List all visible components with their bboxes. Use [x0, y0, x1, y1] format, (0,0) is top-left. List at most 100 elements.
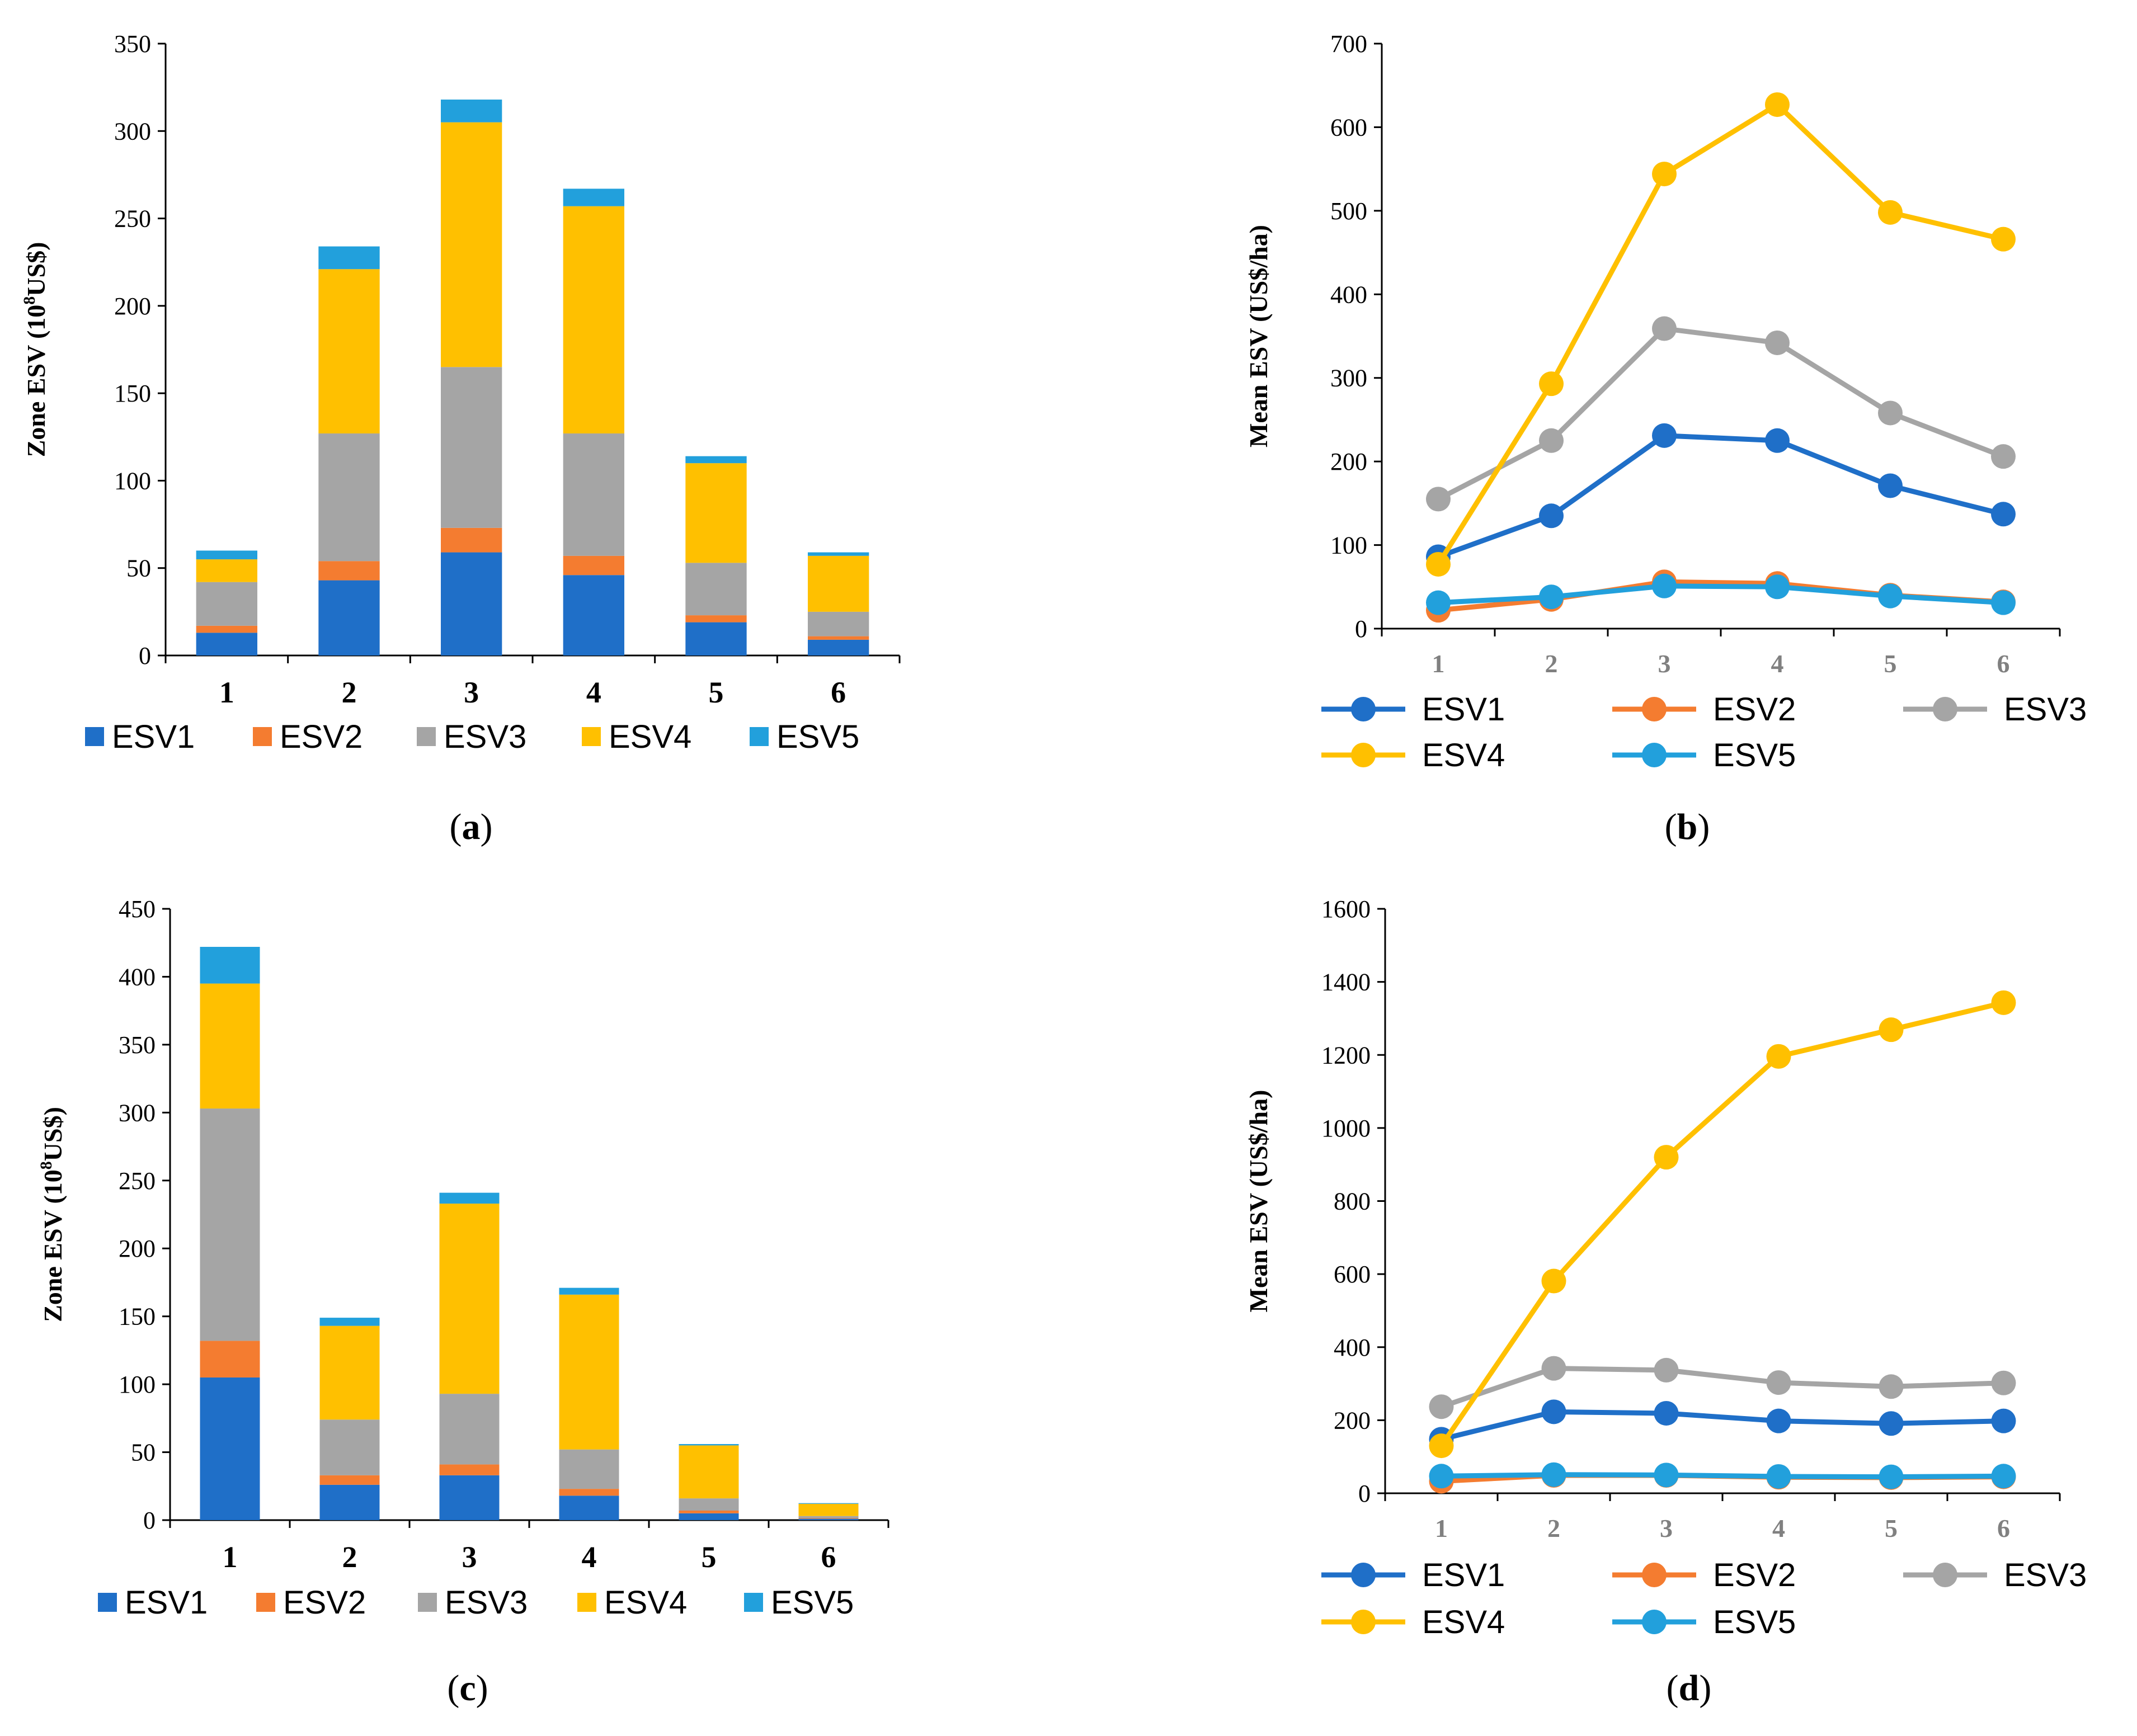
legend-swatch-esv1	[85, 727, 104, 746]
legend-swatch-esv2	[256, 1593, 275, 1612]
panel-caption: (d)	[1667, 1668, 1712, 1709]
point-esv1-4	[1765, 428, 1790, 453]
bar-esv5-6	[798, 1503, 859, 1504]
point-esv3-1	[1426, 487, 1451, 512]
bar-esv4-5	[685, 463, 747, 563]
point-esv3-2	[1539, 428, 1564, 453]
legend-swatch-esv2	[253, 727, 272, 746]
point-esv4-1	[1429, 1433, 1454, 1459]
legend-label-esv2: ESV2	[283, 1584, 366, 1621]
y-tick-label: 1000	[1321, 1115, 1371, 1142]
bar-esv1-3	[439, 1475, 500, 1520]
bar-esv3-2	[319, 1419, 380, 1475]
bar-esv3-4	[563, 433, 624, 556]
bar-esv1-3	[441, 552, 502, 655]
bar-esv1-5	[679, 1513, 739, 1520]
legend-label-esv3: ESV3	[445, 1584, 528, 1621]
legend-marker-esv5	[1642, 1610, 1667, 1634]
point-esv4-3	[1652, 162, 1677, 187]
point-esv1-2	[1541, 1399, 1566, 1424]
bar-esv1-6	[808, 639, 869, 655]
y-tick-label: 800	[1334, 1188, 1371, 1215]
line-esv4	[1439, 1000, 2004, 1447]
point-esv3-4	[1765, 330, 1790, 355]
bar-esv3-1	[200, 1108, 260, 1341]
legend-swatch-esv3	[418, 1593, 437, 1612]
y-tick-label: 350	[114, 30, 151, 58]
legend-marker-esv5	[1642, 743, 1667, 767]
bar-esv1-1	[196, 633, 257, 655]
bar-esv4-1	[200, 983, 260, 1109]
bar-esv4-4	[559, 1294, 619, 1450]
bar-esv2-2	[318, 561, 380, 581]
point-esv5-6	[1991, 1464, 2016, 1489]
bar-esv3-5	[685, 563, 747, 616]
legend-marker-esv3	[1933, 697, 1957, 721]
point-esv1-6	[1991, 1408, 2016, 1433]
y-tick-label: 0	[1355, 615, 1367, 643]
bar-esv3-2	[318, 433, 380, 562]
bar-esv3-6	[798, 1516, 859, 1518]
bar-esv2-5	[685, 615, 747, 622]
panel-caption: (c)	[447, 1668, 488, 1709]
x-tick-label: 5	[709, 676, 724, 709]
x-tick-label: 1	[223, 1540, 238, 1574]
x-tick-label: 3	[1658, 649, 1671, 678]
bar-esv1-1	[200, 1377, 260, 1520]
y-tick-label: 1600	[1321, 895, 1371, 923]
x-tick-label: 4	[582, 1540, 597, 1574]
x-tick-label: 6	[1997, 1514, 2010, 1542]
point-esv3-2	[1541, 1356, 1566, 1381]
point-esv4-3	[1654, 1145, 1679, 1170]
point-esv5-4	[1766, 1464, 1791, 1489]
bar-esv3-5	[679, 1498, 739, 1511]
y-tick-label: 300	[114, 117, 151, 145]
y-tick-label: 0	[139, 642, 151, 669]
bar-esv1-5	[685, 622, 747, 655]
point-esv4-4	[1765, 92, 1790, 117]
x-tick-label: 1	[1432, 649, 1445, 678]
legend-label-esv2: ESV2	[1713, 1557, 1796, 1593]
bar-esv2-5	[679, 1510, 739, 1513]
line-esv1	[1441, 1409, 2004, 1442]
x-tick-label: 3	[462, 1540, 477, 1574]
y-axis-title: Zone ESV (108US$)	[20, 242, 50, 457]
bar-esv5-3	[441, 100, 502, 122]
bar-esv4-5	[679, 1445, 739, 1499]
y-tick-label: 250	[119, 1167, 156, 1195]
point-esv3-3	[1652, 316, 1677, 341]
legend-label-esv4: ESV4	[1422, 737, 1505, 773]
bar-esv3-1	[196, 582, 257, 626]
bar-esv3-3	[439, 1394, 500, 1465]
x-tick-label: 6	[1997, 649, 2010, 678]
bar-esv4-2	[319, 1325, 380, 1420]
point-esv1-5	[1879, 1411, 1904, 1436]
bar-esv4-2	[318, 269, 380, 434]
legend-swatch-esv4	[582, 727, 601, 746]
y-tick-label: 200	[114, 293, 151, 320]
legend-label-esv4: ESV4	[1422, 1604, 1505, 1640]
point-esv4-5	[1879, 1017, 1904, 1042]
panel-b: 0 100 200 300 400 500 600 700 Mean ESV (US$/ha) 1…	[1244, 30, 2087, 847]
y-tick-label: 700	[1330, 30, 1367, 58]
legend-label-esv2: ESV2	[1713, 691, 1796, 728]
x-tick-label: 2	[342, 1540, 357, 1574]
x-tick-label: 2	[1547, 1514, 1560, 1542]
panel-d: 0 200 400 600 800 1000 1200 1400 1600 Mean ESV (U…	[1244, 895, 2087, 1709]
legend-label-esv5: ESV5	[776, 719, 859, 755]
point-esv1-3	[1652, 423, 1677, 448]
point-esv3-5	[1879, 1374, 1904, 1399]
line-esv3	[1437, 326, 2004, 502]
y-tick-label: 100	[114, 467, 151, 494]
legend-swatch-esv4	[577, 1593, 596, 1612]
legend-label-esv4: ESV4	[609, 719, 691, 755]
x-tick-label: 1	[219, 676, 234, 709]
legend-swatch-esv1	[98, 1593, 117, 1612]
legend-marker-esv1	[1351, 697, 1376, 721]
point-esv5-5	[1878, 583, 1903, 608]
point-esv4-5	[1878, 200, 1903, 225]
x-tick-label: 4	[1772, 1514, 1785, 1542]
line-esv5	[1441, 1472, 2004, 1480]
bar-esv2-4	[563, 555, 624, 575]
